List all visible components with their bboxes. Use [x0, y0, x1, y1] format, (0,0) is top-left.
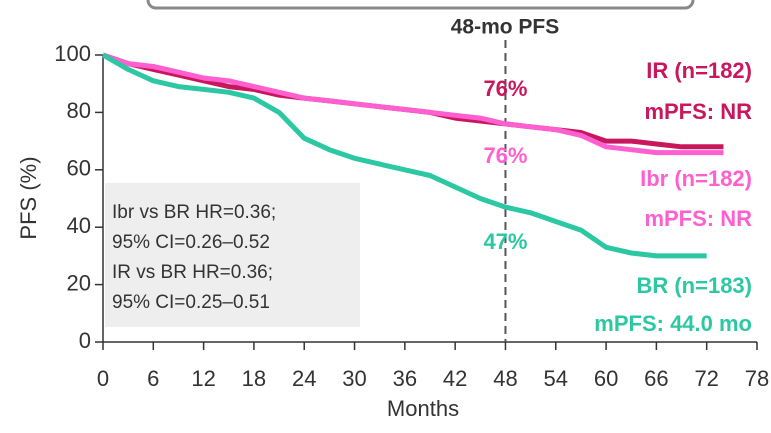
landmark-label: 48-mo PFS: [451, 16, 560, 39]
pfs-48-label: 76%: [483, 76, 527, 101]
x-tick-label: 66: [644, 366, 668, 391]
x-tick-label: 78: [745, 366, 769, 391]
x-tick-label: 36: [393, 366, 417, 391]
hr-text: 95% CI=0.26–0.52: [112, 232, 270, 253]
legend-median: mPFS: 44.0 mo: [594, 311, 752, 336]
legend-median: mPFS: NR: [644, 99, 752, 124]
y-tick-label: 100: [54, 41, 91, 66]
x-tick-label: 0: [97, 366, 109, 391]
x-tick-label: 72: [694, 366, 718, 391]
x-tick-label: 12: [191, 366, 215, 391]
pfs-48-label: 47%: [483, 229, 527, 254]
x-tick-label: 6: [147, 366, 159, 391]
hr-text: IR vs BR HR=0.36;: [112, 262, 273, 283]
legend-name: Ibr (n=182): [640, 166, 752, 191]
survival-curve: [101, 52, 707, 259]
hr-text: 95% CI=0.25–0.51: [112, 292, 270, 313]
x-tick-label: 24: [292, 366, 316, 391]
y-tick-label: 60: [67, 156, 91, 181]
legend-name: IR (n=182): [646, 58, 752, 83]
x-tick-label: 54: [544, 366, 568, 391]
x-tick-label: 42: [443, 366, 467, 391]
survival-curve: [102, 52, 724, 156]
y-axis-label: PFS (%): [16, 156, 41, 239]
x-tick-label: 18: [242, 366, 266, 391]
survival-curve: [102, 52, 724, 150]
y-tick-label: 0: [79, 328, 91, 353]
header-box: [146, 0, 695, 10]
hr-box: [105, 183, 360, 327]
legend-name: BR (n=183): [636, 273, 752, 298]
legend-median: mPFS: NR: [644, 206, 752, 231]
y-tick-label: 20: [67, 270, 91, 295]
x-tick-label: 30: [342, 366, 366, 391]
hr-text: Ibr vs BR HR=0.36;: [112, 202, 276, 223]
x-tick-label: 48: [493, 366, 517, 391]
x-axis-label: Months: [387, 396, 459, 421]
pfs-48-label: 76%: [483, 143, 527, 168]
y-tick-label: 80: [67, 98, 91, 123]
y-tick-label: 40: [67, 213, 91, 238]
x-tick-label: 60: [594, 366, 618, 391]
